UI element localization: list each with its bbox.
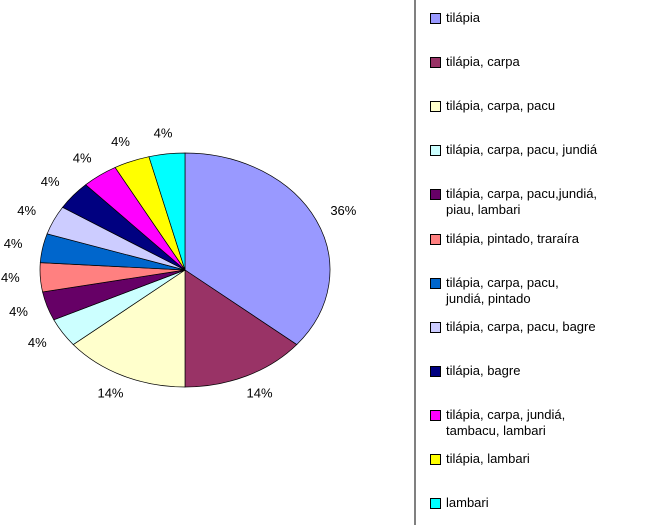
- data-label: 4%: [28, 335, 47, 350]
- legend-label: tilápia, carpa, pacu, jundiá: [446, 142, 598, 158]
- legend-label: tilápia, lambari: [446, 451, 530, 466]
- legend-label: tilápia: [446, 10, 480, 25]
- legend-label: tilápia, carpa, jundiá, tambacu, lambari: [446, 406, 566, 438]
- legend-label: tilápia, carpa, pacu: [446, 98, 556, 114]
- data-label: 4%: [17, 203, 36, 218]
- legend-swatch: [430, 454, 441, 465]
- legend-label: tilápia, bagre: [446, 362, 521, 378]
- data-label: 4%: [4, 236, 23, 251]
- data-label: 4%: [154, 126, 173, 141]
- legend-swatch: [430, 13, 441, 24]
- legend-swatch: [430, 101, 441, 113]
- legend-label: tilápia, carpa: [446, 54, 520, 70]
- data-label: 4%: [1, 270, 20, 285]
- pie-slice: [148, 152, 186, 271]
- legend-swatch: [430, 145, 441, 157]
- data-label: 14%: [97, 385, 123, 400]
- legend-label: tilápia, pintado, traraíra: [446, 230, 579, 246]
- legend-swatch: [430, 189, 441, 201]
- legend-label: tilápia, carpa, pacu, bagre: [446, 318, 596, 334]
- pie-slice: [184, 269, 298, 388]
- pie-slice: [72, 269, 186, 388]
- pie-slice: [184, 152, 331, 346]
- legend-label: lambari: [446, 495, 489, 511]
- legend-swatch: [430, 233, 441, 245]
- legend-swatch: [430, 409, 441, 421]
- data-label: 36%: [330, 203, 356, 218]
- legend-swatch: [430, 365, 441, 377]
- legend-swatch: [430, 57, 441, 69]
- legend-swatch: [430, 321, 441, 333]
- legend-swatch: [430, 498, 441, 510]
- data-label: 4%: [41, 174, 60, 189]
- legend-label: tilápia, carpa, pacu,jundiá, piau, lamba…: [446, 186, 598, 218]
- data-label: 4%: [73, 151, 92, 166]
- legend-label: tilápia, carpa, pacu, jundiá, pintado: [446, 274, 559, 306]
- data-label: 4%: [9, 304, 28, 319]
- data-label: 14%: [246, 385, 272, 400]
- legend-swatch: [430, 277, 441, 289]
- data-label: 4%: [111, 134, 130, 149]
